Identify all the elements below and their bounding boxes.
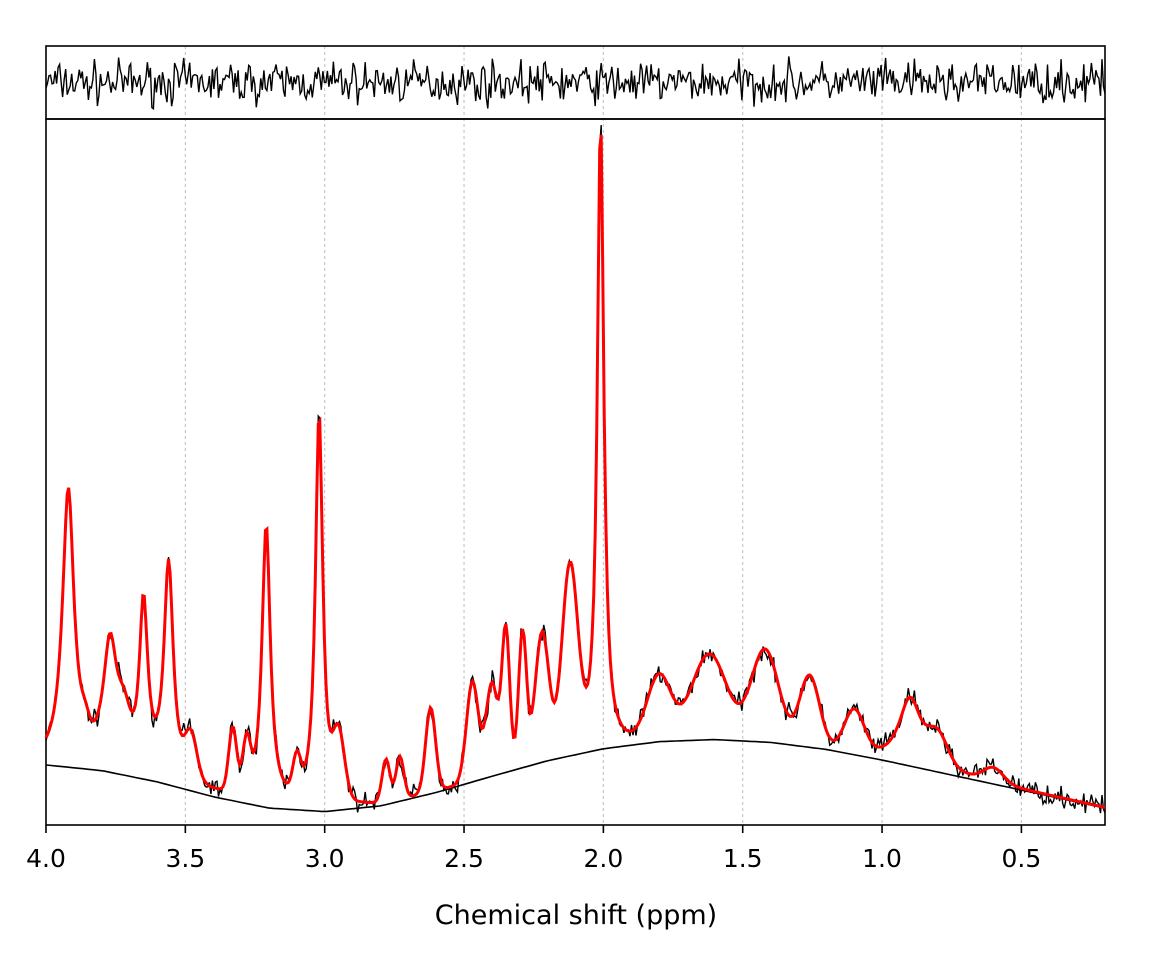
x-axis-title: Chemical shift (ppm) (435, 900, 717, 931)
main-panel (44, 118, 1106, 826)
baseline-series-line (45, 738, 1106, 813)
main-panel-frame (45, 118, 1106, 826)
x-tick-label: 1.5 (723, 844, 763, 873)
residual-panel (45, 45, 1106, 120)
x-tick-label: 2.0 (583, 844, 623, 873)
data-series-line (45, 125, 1106, 814)
grid-lines (184, 46, 1022, 825)
fit-series-line (44, 134, 1106, 809)
x-tick-label: 3.0 (305, 844, 345, 873)
residual-series-line (45, 56, 1106, 111)
x-tick-label: 0.5 (1002, 844, 1042, 873)
x-tick-label: 3.5 (165, 844, 205, 873)
x-tick-label: 4.0 (26, 844, 66, 873)
x-tick-label: 2.5 (444, 844, 484, 873)
x-axis: 4.0 3.5 3.0 2.5 2.0 1.5 1.0 0.5 (26, 825, 1041, 873)
x-tick-label: 1.0 (862, 844, 902, 873)
